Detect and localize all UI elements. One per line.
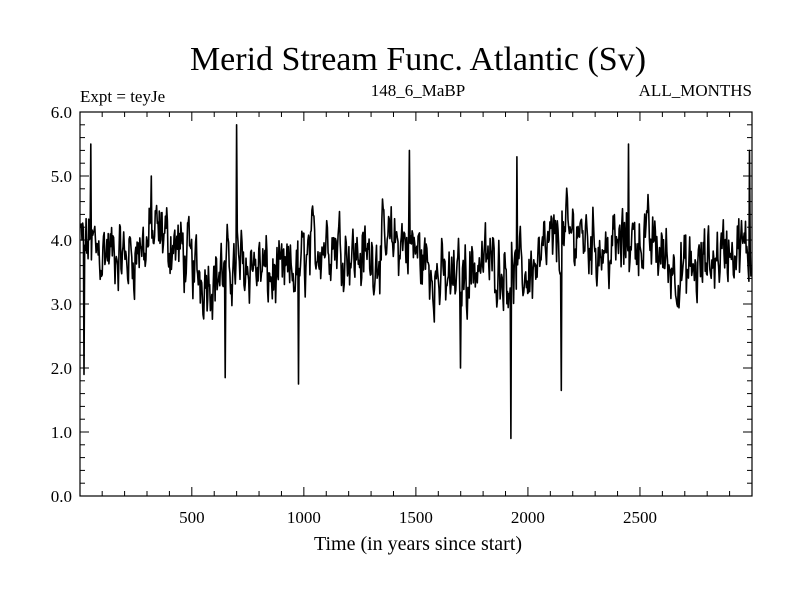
months-label: ALL_MONTHS <box>639 81 752 100</box>
experiment-label: Expt = teyJe <box>80 87 165 106</box>
y-tick-label: 3.0 <box>51 295 72 314</box>
x-axis-label: Time (in years since start) <box>314 533 522 555</box>
y-tick-label: 4.0 <box>51 231 72 250</box>
time-period-label: 148_6_MaBP <box>371 81 465 100</box>
chart-title: Merid Stream Func. Atlantic (Sv) <box>190 41 646 78</box>
y-tick-label: 2.0 <box>51 359 72 378</box>
x-tick-label: 1000 <box>287 508 321 527</box>
series-line <box>79 124 753 440</box>
x-tick-label: 1500 <box>399 508 433 527</box>
plot-frame <box>79 111 753 497</box>
y-tick-label: 6.0 <box>51 103 72 122</box>
plot-area: 0.0 1.0 2.0 3.0 4.0 5.0 6.0 500 1000 1500 2000 2500 <box>51 103 753 527</box>
y-tick-label: 0.0 <box>51 487 72 506</box>
y-tick-label: 5.0 <box>51 167 72 186</box>
y-tick-label: 1.0 <box>51 423 72 442</box>
x-tick-label: 2500 <box>623 508 657 527</box>
x-tick-label: 2000 <box>511 508 545 527</box>
x-tick-label: 500 <box>179 508 205 527</box>
